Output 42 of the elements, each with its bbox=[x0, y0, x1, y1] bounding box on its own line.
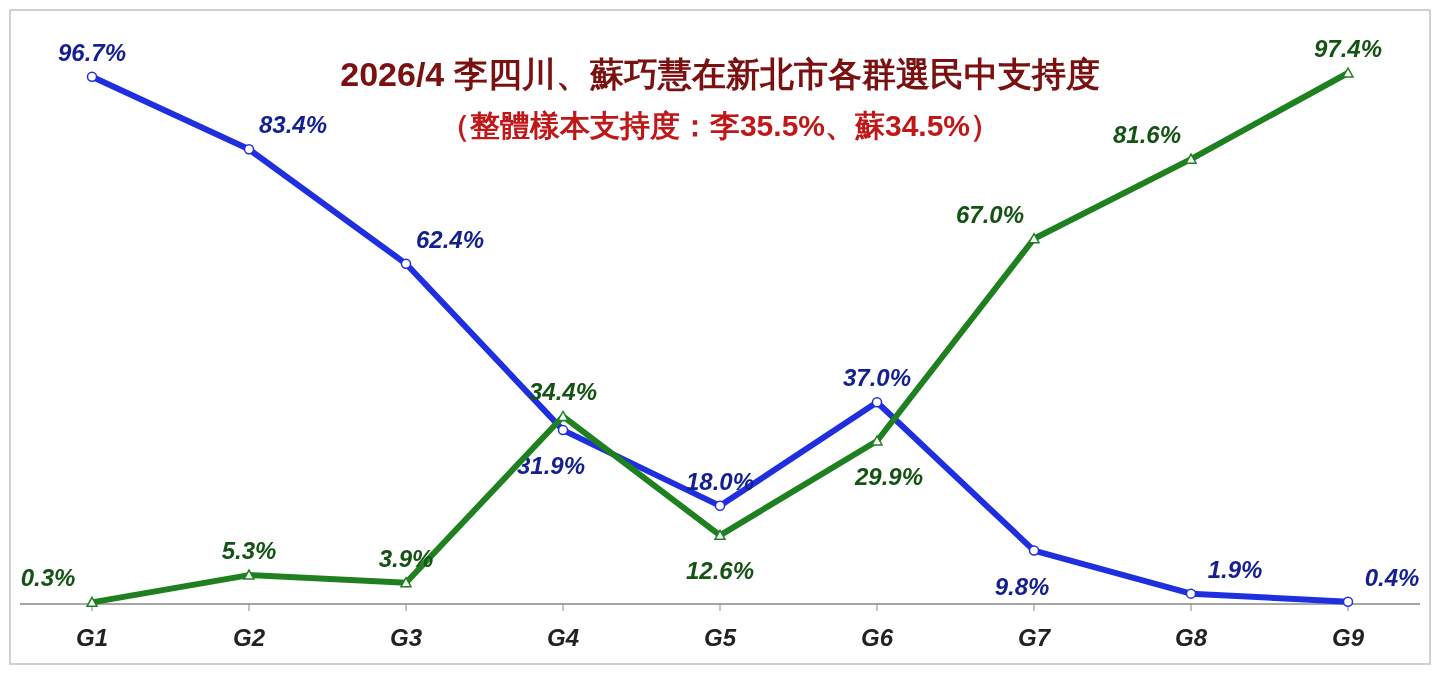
data-label: 31.9% bbox=[516, 452, 586, 480]
point bbox=[400, 258, 412, 270]
data-label: 1.9% bbox=[1207, 555, 1263, 583]
point bbox=[1342, 596, 1354, 608]
point bbox=[1028, 545, 1040, 556]
point bbox=[557, 424, 569, 436]
x-tick-label: G5 bbox=[703, 624, 737, 651]
point bbox=[243, 569, 255, 580]
data-label: 96.7% bbox=[57, 38, 127, 66]
data-label: 9.8% bbox=[994, 572, 1050, 600]
x-tick-label: G2 bbox=[232, 624, 266, 651]
data-label: 0.3% bbox=[20, 564, 76, 592]
point bbox=[400, 576, 412, 588]
data-label: 34.4% bbox=[528, 378, 598, 406]
data-label: 97.4% bbox=[1313, 35, 1383, 62]
data-label: 5.3% bbox=[221, 537, 277, 565]
point bbox=[714, 500, 726, 512]
point bbox=[243, 144, 255, 155]
x-tick-label: G1 bbox=[75, 624, 109, 651]
x-tick-label: G4 bbox=[546, 624, 580, 651]
x-tick-label: G9 bbox=[1331, 624, 1365, 651]
point bbox=[871, 397, 883, 408]
x-tick-label: G8 bbox=[1174, 624, 1208, 651]
data-label: 83.4% bbox=[258, 111, 328, 139]
data-label: 18.0% bbox=[685, 467, 755, 495]
x-tick-label: G6 bbox=[860, 624, 894, 651]
chart-title: 2026/4 李四川、蘇巧慧在新北市各群選民中支持度 bbox=[340, 55, 1100, 93]
point bbox=[86, 596, 98, 608]
x-tick-label: G7 bbox=[1017, 624, 1052, 651]
data-label: 67.0% bbox=[955, 200, 1025, 228]
data-label: 81.6% bbox=[1112, 121, 1182, 149]
point bbox=[1185, 588, 1197, 599]
data-label: 29.9% bbox=[853, 462, 924, 490]
point bbox=[86, 71, 98, 83]
data-label: 37.0% bbox=[842, 364, 912, 392]
point bbox=[714, 529, 726, 541]
data-label: 62.4% bbox=[415, 225, 485, 253]
x-tick-label: G3 bbox=[389, 624, 423, 651]
text: （整體樣本支持度：李35.5%、蘇34.5%） bbox=[439, 109, 1001, 142]
point bbox=[1028, 232, 1040, 244]
data-label: 12.6% bbox=[685, 557, 755, 585]
data-label: 0.4% bbox=[1364, 563, 1420, 591]
